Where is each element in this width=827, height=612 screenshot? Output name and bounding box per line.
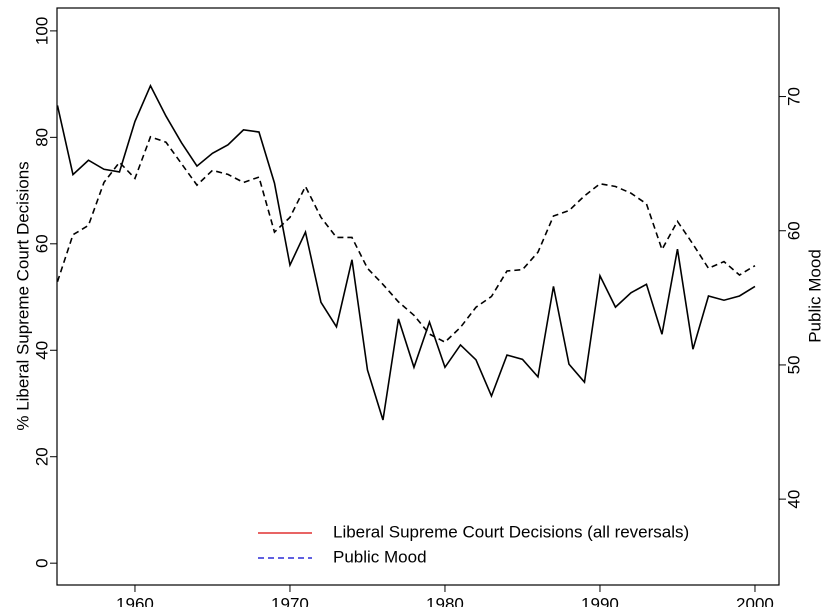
y2-axis-label: Public Mood bbox=[805, 249, 824, 343]
data-line bbox=[56, 83, 756, 421]
y2-tick-label: 40 bbox=[784, 490, 803, 509]
plot-frame bbox=[56, 7, 780, 586]
y-tick-label: 0 bbox=[32, 558, 51, 567]
y2-tick-label: 50 bbox=[784, 355, 803, 374]
data-line bbox=[56, 135, 756, 344]
legend-label: Public Mood bbox=[333, 547, 427, 566]
y-tick-label: 80 bbox=[32, 128, 51, 147]
y-tick-label: 60 bbox=[32, 234, 51, 253]
legend-label: Liberal Supreme Court Decisions (all rev… bbox=[333, 522, 689, 541]
x-tick-label: 1970 bbox=[271, 594, 309, 607]
y-tick-label: 40 bbox=[32, 341, 51, 360]
y-axis-label: % Liberal Supreme Court Decisions bbox=[13, 161, 32, 430]
y-tick-label: 100 bbox=[32, 17, 51, 45]
y2-tick-label: 60 bbox=[784, 221, 803, 240]
x-tick-label: 2000 bbox=[736, 594, 774, 607]
x-tick-label: 1960 bbox=[116, 594, 154, 607]
x-tick-label: 1990 bbox=[581, 594, 619, 607]
x-tick-label: 1980 bbox=[426, 594, 464, 607]
y2-tick-label: 70 bbox=[784, 87, 803, 106]
y-tick-label: 20 bbox=[32, 447, 51, 466]
